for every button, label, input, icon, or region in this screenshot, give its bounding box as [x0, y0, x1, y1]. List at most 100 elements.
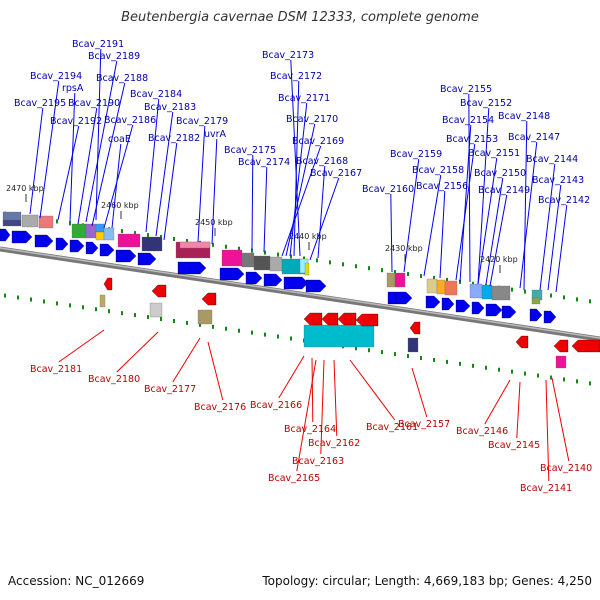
forward-gene-label: Bcav_2174: [238, 157, 290, 168]
gene-block: [491, 285, 511, 301]
tick-mark: [550, 375, 552, 380]
forward-gene-arrow: [543, 310, 557, 324]
gene-leader-line: [519, 141, 538, 289]
reverse-gene-arrow: [355, 313, 379, 327]
tick-mark: [407, 354, 409, 359]
forward-gene-label: Bcav_2160: [362, 184, 414, 195]
forward-gene-arrow: [283, 276, 309, 290]
scale-label: 2420 kbp: [480, 255, 518, 264]
gene-leader-line: [484, 379, 511, 425]
forward-gene-arrow: [395, 291, 413, 305]
gene-leader-line: [439, 190, 446, 279]
reverse-gene-arrow: [321, 312, 339, 326]
reverse-gene-arrow: [515, 335, 529, 349]
gene-leader-line: [477, 107, 490, 285]
forward-gene-label: Bcav_2154: [442, 115, 494, 126]
forward-gene-label: Bcav_2186: [104, 115, 156, 126]
forward-gene-label: Bcav_2171: [278, 93, 330, 104]
tick-mark: [290, 254, 292, 259]
tick-mark: [537, 373, 539, 378]
tick-mark: [407, 272, 409, 277]
tick-mark: [147, 233, 149, 238]
tick-mark: [550, 293, 552, 298]
tick-mark: [264, 250, 266, 255]
gene-leader-line: [489, 194, 508, 287]
tick-mark: [329, 260, 331, 265]
gene-leader-line: [69, 92, 76, 223]
gene-leader-line: [91, 82, 126, 227]
forward-gene-label: Bcav_2155: [440, 84, 492, 95]
forward-gene-arrow: [69, 239, 85, 253]
reverse-gene-label: Bcav_2146: [456, 426, 508, 437]
map-title: Beutenbergia cavernae DSM 12333, complet…: [121, 10, 479, 25]
tick-mark: [4, 293, 6, 298]
forward-gene-label: Bcav_2156: [416, 181, 468, 192]
reverse-gene-arrow: [337, 312, 357, 326]
forward-gene-label: Bcav_2167: [310, 168, 362, 179]
gene-leader-line: [333, 359, 338, 437]
tick-mark: [381, 350, 383, 355]
reverse-gene-label: Bcav_2161: [366, 422, 418, 433]
gene-block: [95, 231, 105, 241]
forward-gene-label: Bcav_2173: [262, 50, 314, 61]
reverse-gene-label: Bcav_2176: [194, 402, 246, 413]
forward-gene-arrow: [137, 252, 157, 266]
forward-gene-arrow: [85, 241, 99, 255]
gene-leader-line: [207, 341, 224, 401]
tick-mark: [43, 299, 45, 304]
reverse-gene-label: Bcav_2162: [308, 438, 360, 449]
tick-mark: [420, 274, 422, 278]
forward-gene-label: Bcav_2169: [292, 136, 344, 147]
gene-block: [436, 279, 446, 295]
reverse-gene-label: Bcav_2165: [268, 473, 320, 484]
reverse-gene-label: Bcav_2177: [144, 384, 196, 395]
gene-block: [71, 223, 87, 239]
gene-block: [21, 214, 39, 228]
forward-gene-label: Bcav_2148: [498, 111, 550, 122]
gene-leader-line: [103, 124, 134, 229]
gene-leader-line: [349, 359, 396, 421]
gene-leader-line: [477, 157, 498, 285]
gene-block: [95, 223, 105, 233]
tick-mark: [589, 299, 591, 304]
reverse-gene-label: Bcav_2140: [540, 463, 592, 474]
gene-leader-line: [116, 331, 159, 373]
gene-leader-line: [311, 357, 314, 423]
forward-gene-label: Bcav_2147: [508, 132, 560, 143]
gene-block: [99, 294, 106, 308]
tick-mark: [368, 348, 370, 353]
forward-gene-label: Bcav_2152: [460, 98, 512, 109]
scale-label: 2430 kbp: [385, 244, 423, 253]
forward-gene-label: rpsA: [62, 83, 84, 94]
tick-mark: [524, 371, 526, 376]
forward-gene-arrow: [529, 308, 543, 322]
gene-leader-line: [95, 48, 102, 221]
scale-label: 2440 kbp: [289, 232, 327, 241]
gene-leader-line: [459, 124, 472, 283]
forward-gene-label: Bcav_2195: [14, 98, 66, 109]
forward-gene-label: Bcav_2149: [478, 185, 530, 196]
gene-leader-line: [289, 102, 308, 257]
tick-mark: [420, 356, 422, 360]
gene-block: [303, 324, 375, 348]
gene-leader-line: [263, 166, 268, 253]
gene-leader-line: [547, 184, 562, 291]
gene-leader-line: [485, 177, 504, 285]
gene-leader-line: [155, 111, 174, 237]
forward-gene-label: Bcav_2158: [412, 165, 464, 176]
reverse-gene-arrow: [151, 284, 167, 298]
gene-block: [179, 241, 211, 249]
tick-mark: [498, 367, 500, 372]
tick-mark: [134, 231, 136, 236]
forward-gene-label: Bcav_2159: [390, 149, 442, 160]
forward-gene-label: Bcav_2175: [224, 145, 276, 156]
forward-gene-label: Bcav_2142: [538, 195, 590, 206]
forward-gene-arrow: [34, 234, 54, 248]
forward-gene-label: uvrA: [204, 129, 227, 140]
reverse-gene-arrow: [103, 277, 113, 291]
forward-gene-label: Bcav_2172: [270, 71, 322, 82]
gene-leader-line: [163, 142, 178, 241]
gene-leader-line: [403, 158, 420, 273]
gene-block: [304, 262, 310, 276]
forward-strand-arrows: [0, 228, 557, 324]
